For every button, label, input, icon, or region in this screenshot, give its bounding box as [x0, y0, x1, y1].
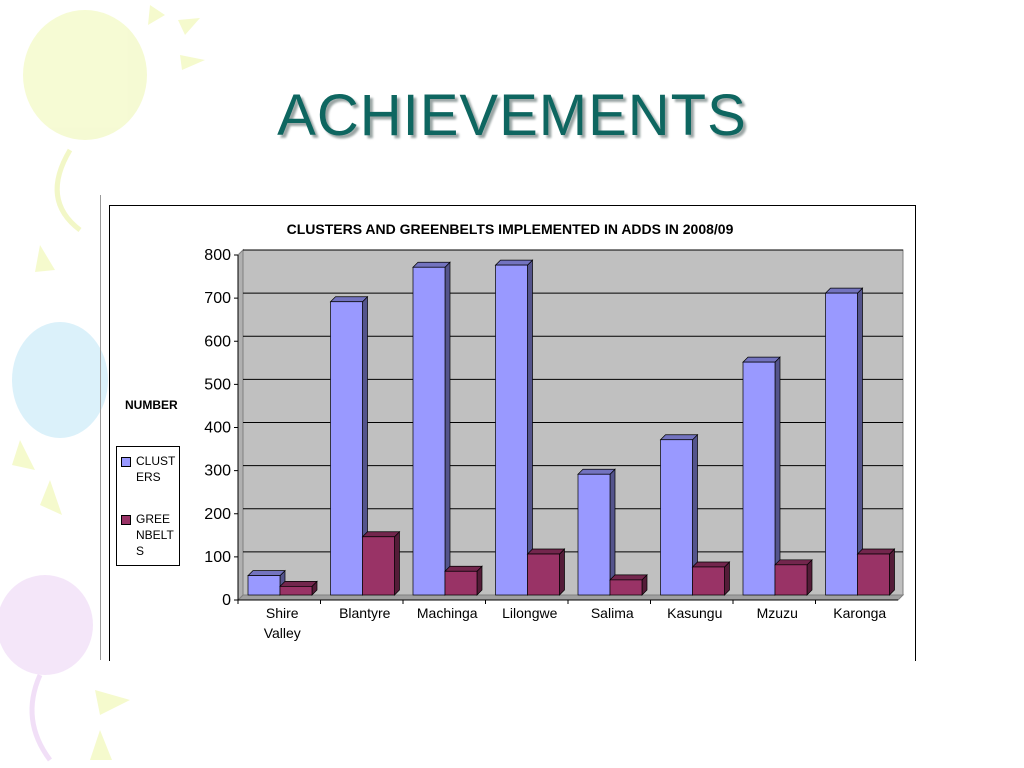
x-tick-label: Karonga	[833, 605, 886, 621]
plot-floor	[236, 594, 905, 601]
bar-greenbelts	[279, 586, 313, 596]
bar-top-clusters	[824, 287, 864, 294]
bar-side-clusters	[857, 287, 863, 596]
bar-top-clusters	[412, 261, 451, 268]
bar-top-clusters	[659, 434, 699, 441]
bar-top-greenbelts	[361, 531, 401, 538]
x-tick-label: Kasungu	[667, 605, 722, 621]
legend-label-clusters-line1: CLUST	[136, 454, 176, 468]
y-tick-label: 500	[204, 376, 231, 393]
bar-top-greenbelts	[526, 548, 566, 555]
bar-top-clusters	[742, 356, 781, 363]
bar-top-clusters	[247, 570, 286, 576]
sun-ray	[178, 18, 200, 35]
x-tick-label: Blantyre	[339, 605, 391, 621]
balloon-purple	[0, 575, 93, 675]
bar-top-clusters	[494, 259, 534, 266]
chart-legend: CLUST ERS GREE NBELT S	[116, 446, 180, 566]
x-tick-label: Shire	[266, 605, 299, 621]
x-tick-label: Salima	[591, 605, 634, 621]
bar-side-clusters	[444, 261, 451, 596]
y-axis-label: NUMBER	[125, 398, 178, 412]
bar-clusters	[330, 301, 363, 596]
legend-label-clusters-line2: ERS	[136, 470, 161, 484]
legend-label-greenbelts-line2: NBELT	[136, 528, 174, 542]
legend-label-greenbelts-line1: GREE	[136, 512, 171, 526]
y-tick-label: 800	[204, 247, 231, 264]
sun-ray	[90, 730, 112, 760]
bar-top-greenbelts	[609, 574, 648, 581]
bar-greenbelts	[527, 553, 560, 596]
bar-clusters	[825, 292, 858, 596]
bar-clusters	[412, 266, 446, 596]
y-tick-label: 600	[204, 333, 231, 350]
bar-greenbelts	[362, 536, 395, 596]
y-tick-label: 200	[204, 506, 231, 523]
bar-greenbelts	[857, 553, 890, 596]
bar-side-greenbelts	[889, 548, 895, 596]
bar-side-clusters	[774, 356, 781, 596]
bar-side-clusters	[527, 259, 533, 596]
legend-label-greenbelts-line3: S	[136, 544, 145, 558]
spreadsheet-background	[100, 195, 923, 660]
bar-top-greenbelts	[444, 565, 483, 572]
x-tick-label: Mzuzu	[757, 605, 798, 621]
bar-clusters	[742, 361, 776, 596]
legend-swatch-greenbelts	[121, 515, 131, 525]
sun-ray	[180, 55, 205, 70]
bar-top-greenbelts	[774, 559, 813, 566]
sun-ray	[12, 440, 35, 470]
bar-clusters	[660, 439, 693, 596]
bar-top-greenbelts	[856, 548, 896, 555]
x-tick-label: Valley	[264, 625, 301, 641]
bar-greenbelts	[444, 570, 478, 596]
x-tick-label: Machinga	[417, 605, 478, 621]
balloon-string	[54, 148, 82, 232]
sun-ray	[148, 5, 165, 25]
bar-side-greenbelts	[394, 530, 400, 596]
chart-title: CLUSTERS AND GREENBELTS IMPLEMENTED IN A…	[286, 221, 734, 237]
bar-side-greenbelts	[724, 561, 730, 596]
bar-side-greenbelts	[559, 548, 565, 596]
bar-clusters	[495, 264, 528, 596]
legend-swatch-clusters	[121, 457, 131, 467]
sun-ray	[40, 480, 62, 515]
bar-greenbelts	[609, 579, 643, 596]
bar-top-clusters	[577, 468, 616, 475]
balloon-string	[29, 673, 53, 762]
plot-side-wall	[237, 248, 244, 602]
y-tick-label: 300	[204, 463, 231, 480]
sun-ray	[95, 690, 130, 715]
y-tick-label: 400	[204, 420, 231, 437]
y-tick-label: 100	[204, 549, 231, 566]
balloon-yellow	[23, 10, 147, 140]
y-tick-label: 0	[222, 592, 231, 609]
balloon-blue	[12, 322, 108, 438]
bar-top-clusters	[329, 296, 369, 303]
bar-greenbelts	[774, 564, 808, 596]
bar-top-greenbelts	[279, 581, 318, 587]
bar-greenbelts	[692, 566, 725, 596]
bar-top-greenbelts	[691, 561, 731, 568]
bar-clusters	[577, 473, 611, 596]
bar-side-greenbelts	[806, 558, 813, 596]
x-tick-label: Lilongwe	[502, 605, 557, 621]
slide-title: ACHIEVEMENTS	[277, 83, 747, 148]
y-tick-label: 700	[204, 290, 231, 307]
bar-clusters	[247, 575, 281, 596]
sun-ray	[35, 245, 55, 272]
